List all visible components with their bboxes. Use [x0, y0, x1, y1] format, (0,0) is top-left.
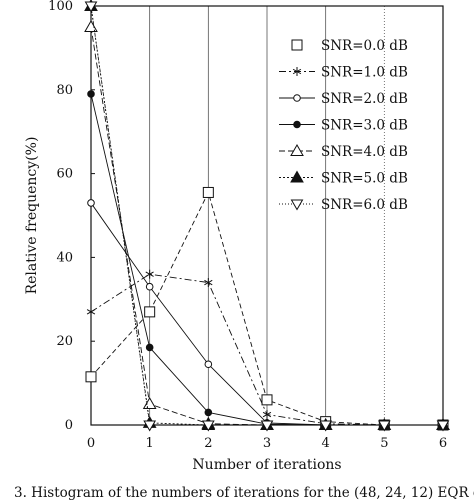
y-tick-label: 40	[56, 250, 73, 265]
legend-label: SNR=2.0 dB	[321, 91, 408, 107]
star-stroke	[292, 68, 302, 75]
figure-caption: 3. Histogram of the numbers of iteration…	[14, 485, 474, 501]
data-point	[87, 199, 95, 207]
x-tick-label: 2	[204, 436, 212, 451]
data-point	[145, 269, 154, 279]
legend-marker	[292, 67, 302, 76]
legend-label: SNR=6.0 dB	[321, 197, 408, 213]
legend-label: SNR=4.0 dB	[321, 144, 408, 160]
legend-label: SNR=3.0 dB	[321, 118, 408, 134]
star-stroke	[262, 411, 272, 418]
data-point	[377, 420, 391, 432]
data-point	[144, 306, 156, 318]
legend-label: SNR=5.0 dB	[321, 171, 408, 187]
data-point	[261, 394, 273, 406]
legend-item: SNR=1.0 dB	[279, 65, 408, 81]
data-point	[260, 420, 274, 432]
y-tick-label: 20	[56, 334, 73, 349]
series-6	[84, 1, 450, 432]
legend-marker	[293, 94, 301, 102]
star-stroke	[204, 279, 213, 286]
data-point	[143, 420, 157, 432]
legend-item: SNR=0.0 dB	[291, 38, 408, 54]
legend-label: SNR=0.0 dB	[321, 38, 408, 54]
y-axis-title: Relative frequency(%)	[24, 137, 40, 295]
legend-item: SNR=2.0 dB	[279, 91, 408, 107]
y-tick-label: 80	[56, 83, 73, 98]
x-tick-label: 1	[146, 436, 154, 451]
y-tick-label: 100	[48, 0, 73, 14]
x-tick-label: 5	[380, 436, 388, 451]
data-point	[87, 90, 95, 98]
legend-item: SNR=3.0 dB	[279, 118, 408, 134]
x-tick-label: 3	[263, 436, 271, 451]
legend-marker	[293, 120, 301, 129]
legend-marker	[290, 143, 304, 156]
data-point	[84, 19, 98, 32]
x-axis-title: Number of iterations	[192, 457, 341, 473]
data-point	[84, 1, 98, 13]
data-point	[142, 397, 157, 410]
data-point	[85, 371, 97, 383]
legend: SNR=0.0 dB SNR=1.0 dB SNR=2.0 dB SNR=3.0 dB…	[279, 38, 408, 213]
y-tick-label: 60	[56, 167, 73, 182]
data-point	[86, 307, 96, 317]
y-tick-label: 0	[65, 418, 73, 433]
star-stroke	[86, 309, 96, 315]
legend-marker	[290, 199, 304, 211]
data-point	[262, 410, 272, 420]
data-point	[204, 360, 213, 369]
x-tick-label: 6	[439, 436, 447, 451]
legend-marker	[291, 39, 303, 51]
legend-label: SNR=1.0 dB	[321, 65, 408, 81]
data-point	[202, 186, 214, 198]
data-point	[319, 420, 333, 432]
data-point	[204, 408, 213, 417]
x-tick-label: 4	[322, 436, 330, 451]
data-point	[436, 420, 450, 432]
legend-marker	[290, 170, 304, 183]
legend-item: SNR=4.0 dB	[279, 143, 408, 160]
legend-item: SNR=5.0 dB	[279, 170, 408, 187]
star-stroke	[145, 271, 154, 277]
x-tick-label: 0	[87, 436, 95, 451]
data-point	[145, 343, 154, 352]
grid-lines	[149, 6, 385, 425]
legend-item: SNR=6.0 dB	[279, 197, 408, 213]
data-point	[201, 420, 215, 432]
data-point	[204, 278, 213, 288]
data-point	[145, 282, 154, 291]
series-group	[84, 0, 450, 432]
